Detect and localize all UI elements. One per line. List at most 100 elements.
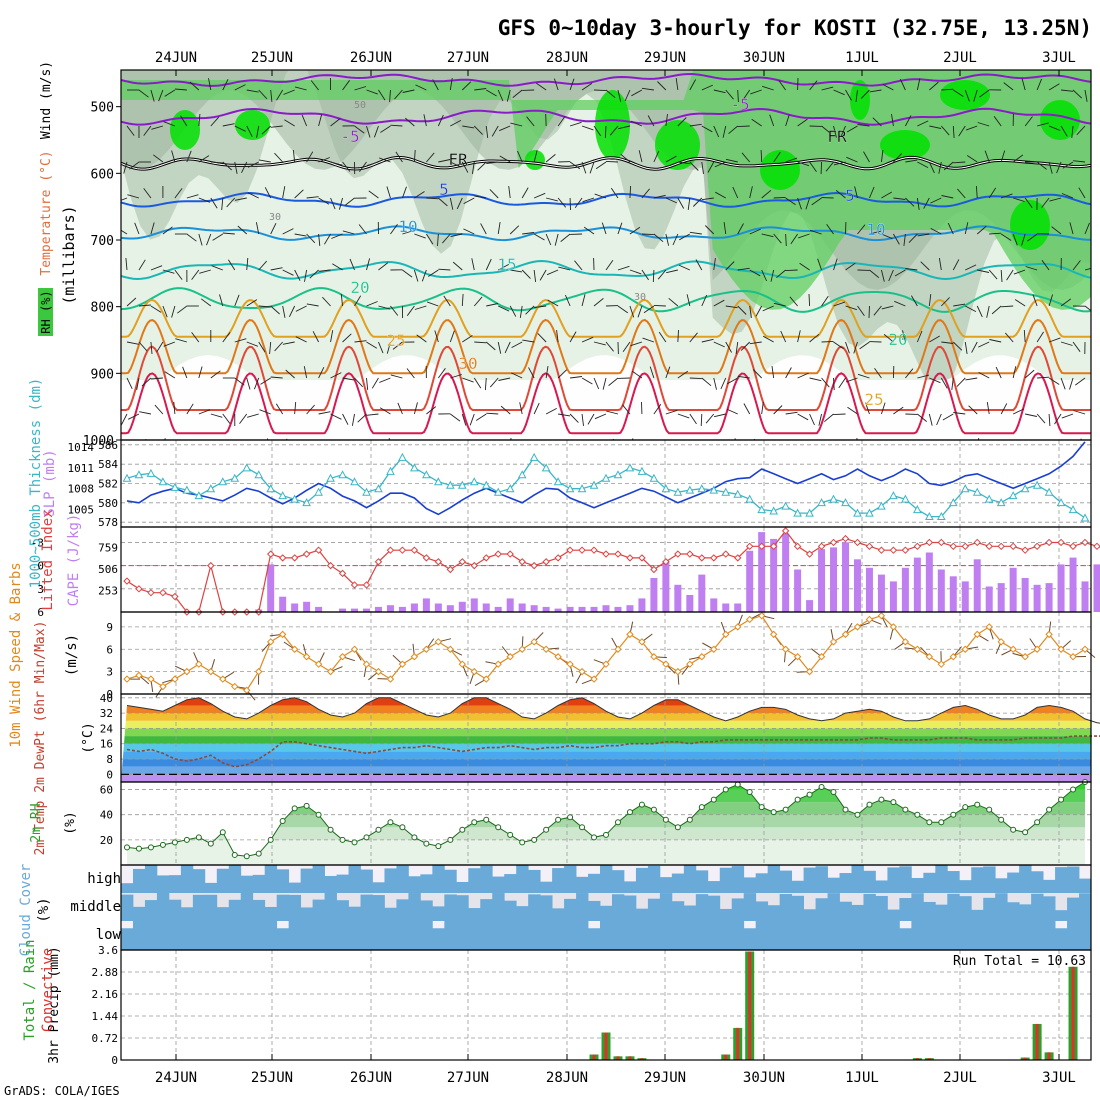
lifted-index-point [314, 546, 323, 554]
wind-barb [965, 305, 977, 312]
wind-barb [237, 225, 248, 235]
rh-point [231, 851, 238, 858]
rh-point [195, 834, 202, 841]
cloud-bar [276, 869, 290, 893]
wind-barb [275, 403, 284, 415]
wind-barb [126, 297, 137, 307]
wind-barb [1075, 377, 1086, 386]
slp-point [553, 477, 563, 486]
wind-barb [136, 377, 140, 390]
wind-barb [770, 269, 775, 282]
slp-point [242, 463, 252, 472]
wind-barb [938, 258, 942, 271]
wind-barb [123, 161, 128, 174]
cloud-bar [1043, 921, 1056, 950]
slp-point [733, 489, 743, 498]
cloud-bar [216, 921, 230, 950]
lifted-index-point [171, 592, 179, 601]
wind-speed-point [722, 630, 730, 639]
rh-point [303, 802, 310, 809]
wind-barb [1076, 125, 1086, 136]
lifted-index-point [1093, 542, 1100, 551]
wind-speed-point [362, 660, 371, 668]
wind-barb [330, 330, 334, 343]
wind-barb [665, 197, 677, 204]
cloud-bar [719, 908, 733, 921]
cloud-bar [1019, 865, 1032, 893]
thickness-tick-label: 586 [98, 439, 118, 452]
wind-barb [228, 259, 236, 271]
wind-barb [264, 187, 272, 199]
wind-barb [199, 269, 211, 274]
temp-band [121, 697, 1091, 706]
slp-point [445, 480, 455, 489]
wind-barb [234, 294, 240, 307]
wind-speed-point [961, 645, 969, 653]
cape-bar [1033, 584, 1041, 612]
wind-barb [282, 305, 286, 318]
cape-bar [925, 552, 933, 612]
wind-barb [379, 407, 391, 415]
rh-point [1022, 829, 1029, 836]
lifted-index-point [734, 554, 742, 562]
rh-point [974, 801, 981, 808]
cloud-bar [468, 921, 481, 950]
date-label-bottom: 2JUL [943, 1070, 977, 1086]
slp-point [661, 484, 671, 493]
cloud-bar [408, 893, 421, 921]
wind-speed-point [578, 667, 586, 676]
wind-barb [761, 233, 774, 238]
wind-barb [1012, 366, 1017, 379]
wind-barb [386, 341, 391, 354]
wind-barb [617, 305, 629, 314]
wind-barb [725, 261, 735, 271]
cloud-bar [743, 893, 757, 921]
wind-barb [200, 298, 212, 307]
wind-barb [177, 305, 188, 314]
freezing-level-inner [121, 156, 1091, 170]
slp-point [613, 470, 623, 479]
slp-point [745, 494, 755, 503]
wind-barb [773, 405, 783, 415]
wind-barb [1060, 341, 1073, 346]
lifted-index-point [530, 561, 538, 570]
wind-barb [642, 337, 655, 343]
wind-barb [966, 155, 978, 163]
wind-barb [964, 341, 968, 354]
wind-barb [581, 294, 586, 307]
rh-point [1046, 806, 1053, 813]
wind-barb [174, 269, 183, 280]
wind-barb [189, 81, 200, 91]
cloud-bar [156, 921, 170, 950]
wind-speed-point [326, 667, 335, 676]
wind-barb [689, 231, 702, 235]
temp-ylabel: 2m Temp 2m DewPt (6hr Min/Max) [33, 621, 48, 856]
wind-barb [929, 125, 942, 129]
wind-barb [701, 161, 704, 174]
wind-barb [881, 446, 892, 450]
slp-point [338, 470, 347, 479]
slp-point [1020, 484, 1030, 493]
cape-tick-label: 506 [98, 563, 118, 576]
wind-barb [274, 341, 284, 352]
temp-tick-label: 16 [100, 738, 113, 751]
wind-barb [258, 341, 266, 353]
wind-barb [474, 88, 487, 91]
wind-barb [737, 267, 750, 271]
wind-barb [438, 450, 445, 460]
rh-point [614, 819, 621, 826]
wind-barb [1084, 305, 1091, 312]
contour-label: -5 [340, 127, 359, 146]
cloud-bar [480, 899, 493, 921]
cloud-bar [659, 921, 673, 950]
cloud-bar [1007, 921, 1020, 950]
lifted-index-point [1057, 538, 1065, 547]
wind-barb [546, 450, 557, 455]
wind-barb [854, 186, 858, 199]
cloud-bar [216, 868, 230, 893]
wind-barb [965, 264, 977, 271]
wind-barb [1001, 305, 1014, 308]
cape-bar [303, 601, 311, 612]
wind-barb [497, 89, 504, 102]
cloud-bar [384, 921, 397, 950]
